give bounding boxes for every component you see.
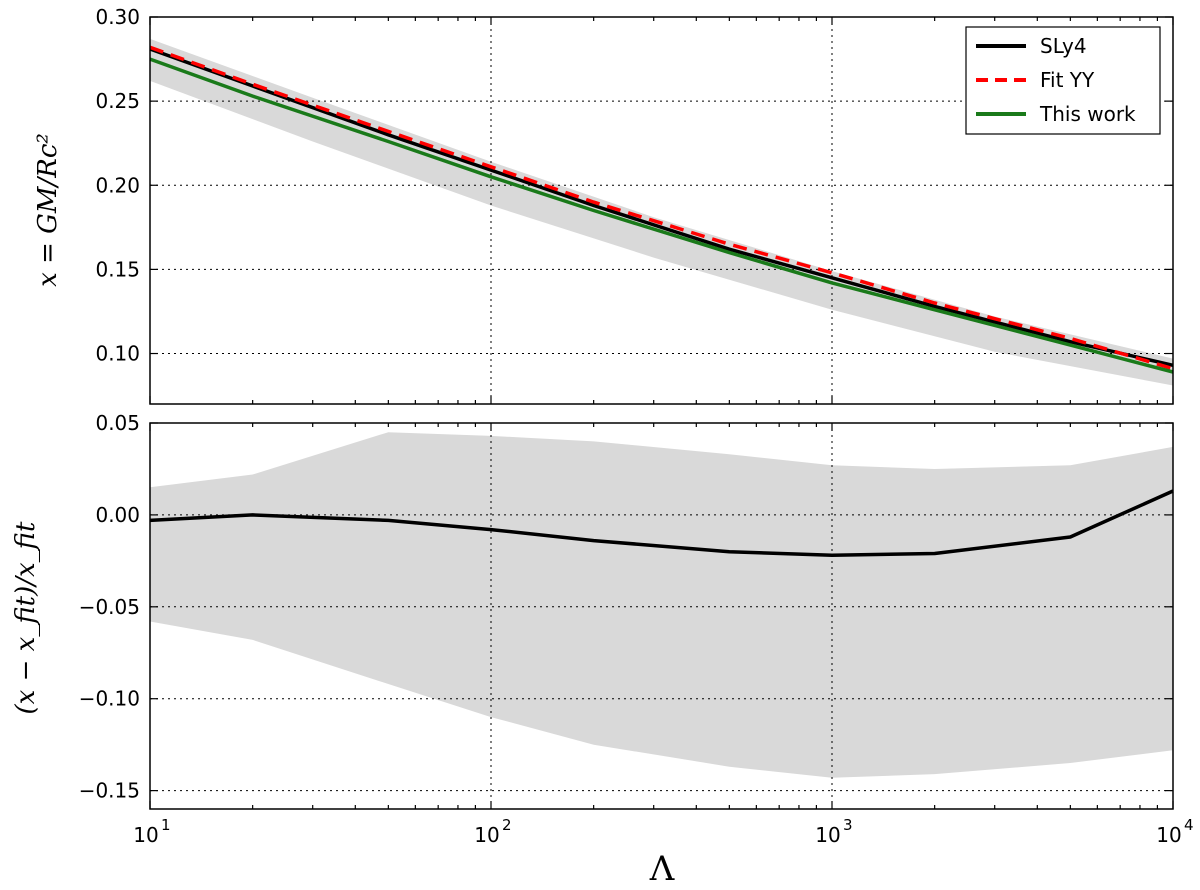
- x-tick-label: 10: [815, 823, 840, 847]
- x-tick-label: 10: [1156, 823, 1181, 847]
- y-tick-label: 0.30: [95, 5, 140, 29]
- top-variation-band: [150, 38, 1173, 386]
- top-y-axis-label: x = GM/Rc²: [33, 133, 63, 287]
- y-tick-label: −0.15: [79, 779, 140, 803]
- variation-band-area: [150, 432, 1173, 778]
- top-panel: 0.10 0.15 0.20 0.25 0.30 SLy4 Fit YY This work…: [33, 5, 1174, 405]
- y-tick-label: −0.05: [79, 595, 140, 619]
- x-tick-exponent: 1: [161, 816, 171, 834]
- y-tick-label: 0.15: [95, 257, 140, 281]
- variation-band-area: [150, 38, 1173, 386]
- top-axes-frame: [149, 16, 1174, 405]
- series-line-sly4: [149, 47, 1174, 368]
- y-tick-label: 0.00: [95, 503, 140, 527]
- x-axis-label: Λ: [649, 849, 675, 889]
- series-line-fit-yy: [149, 45, 1174, 371]
- top-series-group: [149, 45, 1174, 374]
- bottom-axes-frame: [149, 422, 1174, 810]
- series-line-this-work: [149, 57, 1174, 374]
- x-tick-label: 10: [133, 823, 158, 847]
- y-tick-label: 0.10: [95, 342, 140, 366]
- legend-label: This work: [1039, 102, 1136, 126]
- bottom-variation-band: [150, 432, 1173, 778]
- bottom-series-group: [149, 489, 1174, 558]
- x-tick-exponent: 3: [843, 816, 853, 834]
- top-ticks: 0.10 0.15 0.20 0.25 0.30: [95, 5, 1174, 404]
- legend-label: Fit YY: [1040, 68, 1095, 92]
- bottom-y-axis-label: (x − x_fit)/x_fit: [11, 521, 41, 714]
- y-tick-label: 0.20: [95, 173, 140, 197]
- legend-label: SLy4: [1040, 34, 1087, 58]
- series-line-sly4: [149, 489, 1174, 558]
- x-tick-exponent: 4: [1184, 816, 1194, 834]
- y-tick-label: 0.05: [95, 411, 140, 435]
- legend: SLy4 Fit YY This work: [965, 26, 1161, 135]
- y-tick-label: −0.10: [79, 687, 140, 711]
- x-tick-label: 10: [474, 823, 499, 847]
- x-tick-exponent: 2: [502, 816, 512, 834]
- y-tick-label: 0.25: [95, 89, 140, 113]
